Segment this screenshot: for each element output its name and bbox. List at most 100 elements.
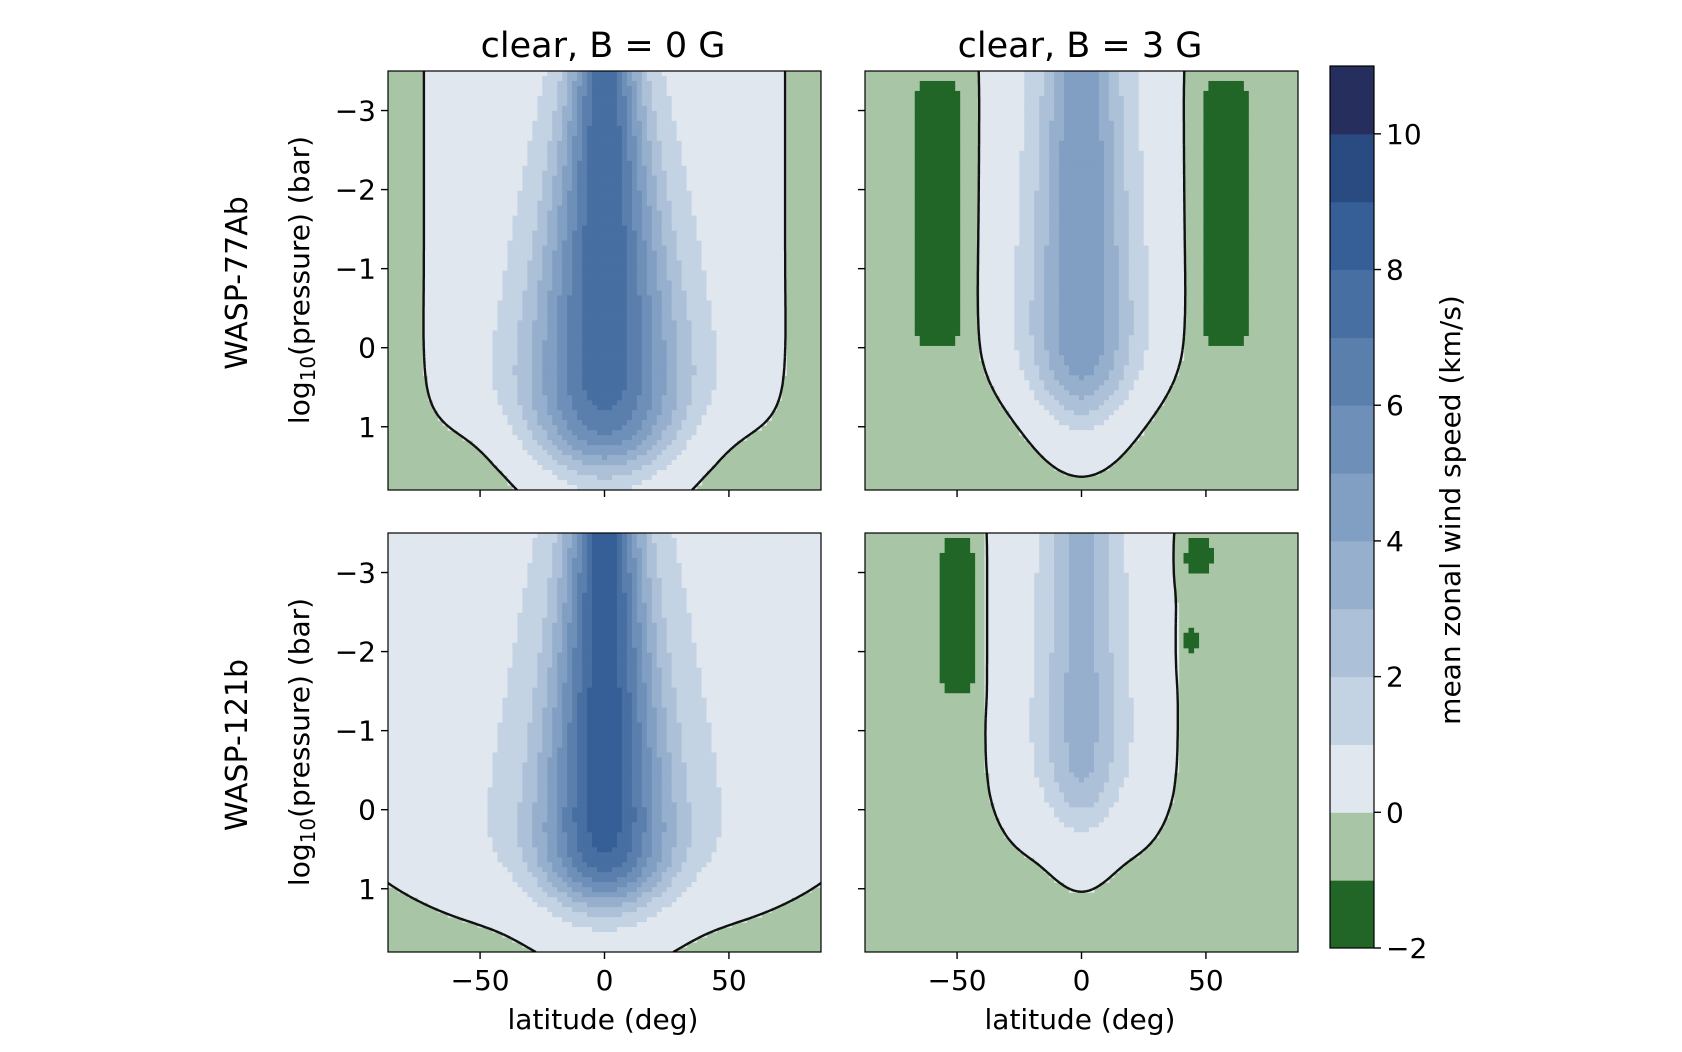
field-cell bbox=[527, 85, 533, 92]
field-cell bbox=[626, 410, 633, 416]
field-cell bbox=[517, 355, 523, 361]
field-cell bbox=[656, 175, 663, 182]
field-cell bbox=[587, 90, 593, 97]
field-cell bbox=[606, 455, 613, 461]
field-cell bbox=[472, 255, 479, 262]
field-cell bbox=[572, 230, 578, 237]
field-cell bbox=[597, 280, 603, 287]
field-cell bbox=[592, 345, 598, 351]
field-cell bbox=[691, 190, 698, 197]
field-cell bbox=[567, 355, 573, 361]
field-cell bbox=[721, 335, 728, 341]
field-cell bbox=[492, 285, 499, 292]
field-cell bbox=[721, 445, 728, 451]
field-cell bbox=[602, 450, 608, 456]
field-cell bbox=[711, 385, 718, 391]
field-cell bbox=[606, 305, 613, 312]
field-cell bbox=[477, 295, 484, 302]
field-cell bbox=[676, 420, 683, 426]
field-cell bbox=[616, 135, 623, 142]
field-cell bbox=[527, 280, 533, 287]
field-cell bbox=[701, 405, 708, 411]
field-cell bbox=[721, 110, 728, 117]
field-cell bbox=[422, 220, 429, 227]
field-cell bbox=[686, 460, 693, 466]
field-cell bbox=[427, 380, 434, 386]
field-cell bbox=[646, 125, 653, 132]
field-cell bbox=[626, 75, 633, 82]
field-cell bbox=[646, 90, 653, 97]
field-cell bbox=[656, 445, 663, 451]
field-cell bbox=[582, 400, 588, 406]
field-cell bbox=[621, 115, 628, 122]
field-cell bbox=[711, 180, 718, 187]
field-cell bbox=[621, 185, 628, 192]
field-cell bbox=[626, 195, 633, 202]
field-cell bbox=[691, 195, 698, 202]
field-cell bbox=[577, 230, 583, 237]
field-cell bbox=[487, 165, 494, 172]
field-cell bbox=[512, 405, 519, 411]
field-cell bbox=[427, 260, 434, 267]
field-cell bbox=[597, 445, 603, 451]
field-cell bbox=[442, 315, 449, 322]
field-cell bbox=[641, 310, 648, 317]
field-cell bbox=[721, 385, 728, 391]
field-cell bbox=[726, 260, 733, 267]
field-cell bbox=[497, 360, 504, 366]
field-cell bbox=[706, 210, 713, 217]
field-cell bbox=[577, 145, 583, 152]
field-cell bbox=[681, 145, 688, 152]
field-cell bbox=[552, 85, 558, 92]
field-cell bbox=[537, 280, 543, 287]
field-cell bbox=[542, 120, 548, 127]
field-cell bbox=[597, 85, 603, 92]
field-cell bbox=[557, 185, 563, 192]
field-cell bbox=[636, 485, 643, 490]
field-cell bbox=[636, 335, 643, 341]
field-cell bbox=[621, 390, 628, 396]
field-cell bbox=[432, 71, 439, 77]
field-cell bbox=[537, 430, 543, 436]
field-cell bbox=[641, 400, 648, 406]
field-cell bbox=[482, 315, 489, 322]
field-cell bbox=[567, 290, 573, 297]
field-cell bbox=[512, 135, 519, 142]
field-cell bbox=[602, 110, 608, 117]
field-cell bbox=[726, 100, 733, 107]
field-cell bbox=[532, 200, 538, 207]
field-cell bbox=[691, 470, 698, 476]
field-cell bbox=[547, 130, 553, 137]
field-cell bbox=[621, 245, 628, 252]
field-cell bbox=[716, 210, 723, 217]
field-cell bbox=[492, 460, 499, 466]
field-cell bbox=[587, 295, 593, 302]
field-cell bbox=[547, 125, 553, 132]
field-cell bbox=[507, 190, 514, 197]
field-cell bbox=[726, 415, 733, 421]
field-cell bbox=[661, 365, 668, 371]
field-cell bbox=[422, 185, 429, 192]
field-cell bbox=[626, 150, 633, 157]
field-cell bbox=[507, 105, 514, 112]
field-cell bbox=[701, 71, 708, 77]
field-cell bbox=[681, 355, 688, 361]
field-cell bbox=[602, 220, 608, 227]
field-cell bbox=[557, 410, 563, 416]
field-cell bbox=[676, 315, 683, 322]
field-cell bbox=[552, 485, 558, 490]
field-cell bbox=[547, 355, 553, 361]
field-cell bbox=[726, 215, 733, 222]
field-cell bbox=[691, 330, 698, 336]
field-cell bbox=[492, 450, 499, 456]
field-cell bbox=[537, 90, 543, 97]
field-cell bbox=[696, 195, 703, 202]
field-cell bbox=[606, 95, 613, 102]
field-cell bbox=[686, 71, 693, 77]
field-cell bbox=[492, 405, 499, 411]
field-cell bbox=[562, 275, 568, 282]
field-cell bbox=[681, 155, 688, 162]
field-cell bbox=[517, 350, 523, 356]
field-cell bbox=[502, 145, 509, 152]
